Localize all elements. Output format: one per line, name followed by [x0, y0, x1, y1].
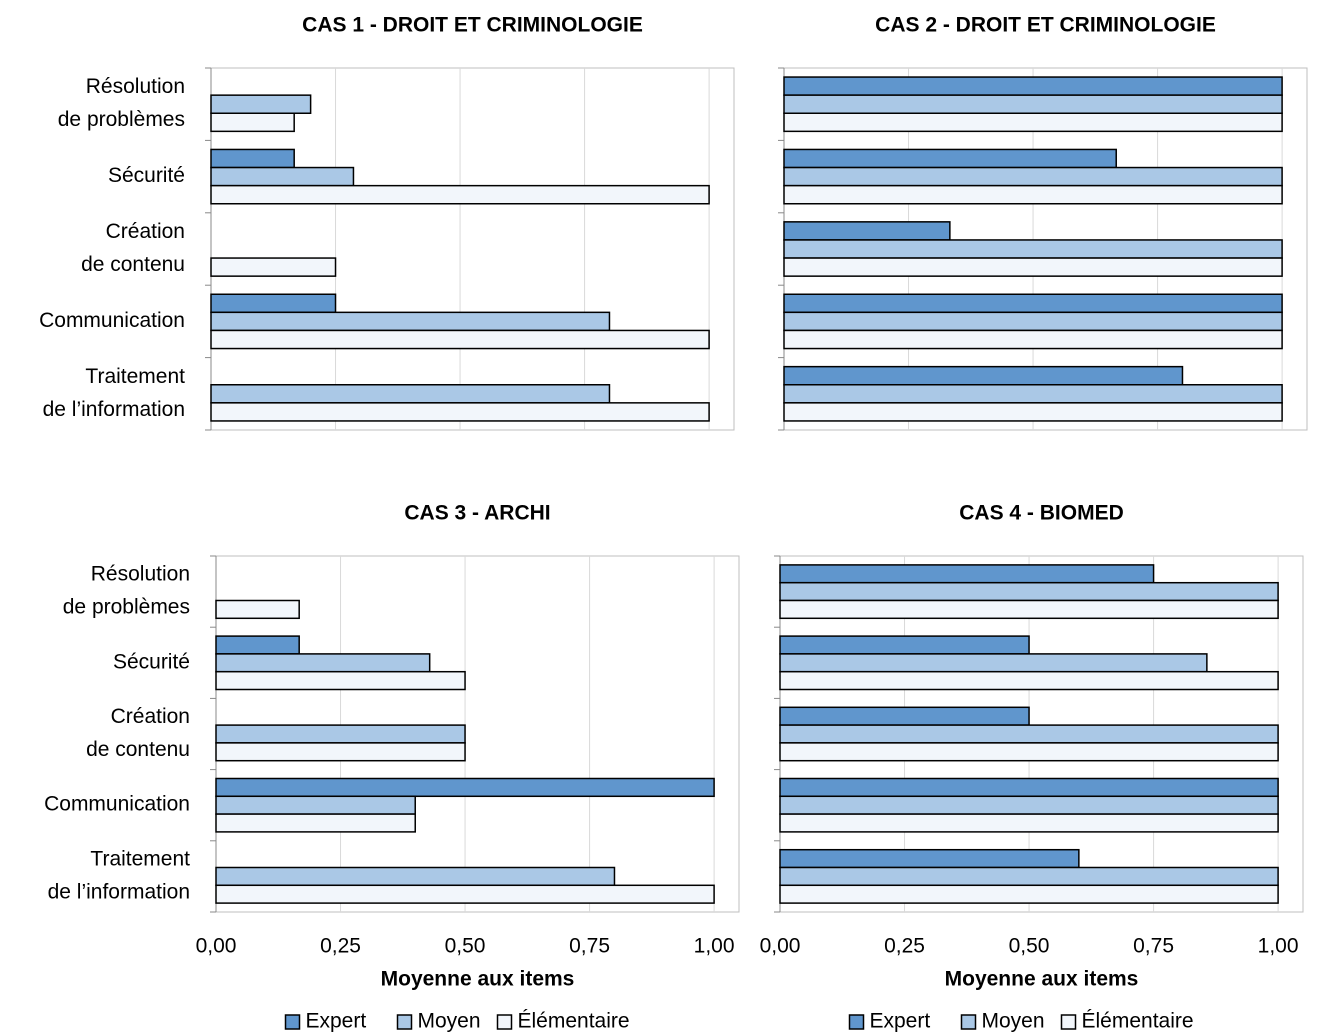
bar — [215, 724, 466, 744]
y-tick-label: Résolution — [91, 563, 190, 586]
y-tick-label: Résolution — [86, 75, 185, 98]
legend-swatch — [284, 1014, 301, 1030]
bar — [779, 777, 1279, 798]
legend-swatch — [848, 1014, 865, 1030]
x-tick-label: 1,00 — [1258, 935, 1299, 958]
bar — [783, 293, 1283, 314]
chart-title: CAS 3 - ARCHI — [404, 502, 550, 525]
x-tick-label: 0,25 — [884, 935, 925, 958]
y-tick-label: de l’information — [48, 880, 190, 903]
x-tick-label: 0,50 — [445, 935, 486, 958]
bar — [210, 402, 710, 422]
y-tick-label: Sécurité — [108, 164, 185, 187]
x-tick-label: 0,25 — [320, 935, 361, 958]
bar — [210, 384, 611, 404]
legend-label: Moyen — [982, 1010, 1045, 1033]
bar — [210, 166, 355, 187]
bar — [210, 112, 295, 133]
bar — [783, 402, 1283, 422]
bar — [783, 184, 1283, 205]
x-tick-label: 0,75 — [569, 935, 610, 958]
bar — [215, 777, 715, 798]
bar — [210, 311, 611, 332]
legend-label: Élémentaire — [518, 1010, 630, 1033]
bar — [779, 599, 1279, 620]
bar — [215, 795, 416, 815]
bar — [210, 148, 295, 169]
bar — [779, 670, 1279, 691]
bar — [783, 166, 1283, 187]
bar — [779, 848, 1080, 869]
bar — [779, 581, 1279, 602]
bar — [779, 795, 1279, 815]
x-tick-label: 1,00 — [694, 935, 735, 958]
bar — [215, 653, 431, 673]
legend-label: Moyen — [418, 1010, 481, 1033]
y-tick-label: de contenu — [86, 738, 190, 761]
y-tick-label: de problèmes — [58, 108, 185, 131]
y-tick-label: Création — [111, 705, 190, 728]
chart-title: CAS 4 - BIOMED — [959, 502, 1124, 525]
bar — [783, 112, 1283, 133]
bar — [783, 148, 1117, 169]
y-tick-label: Traitement — [90, 847, 190, 870]
bar — [210, 184, 710, 205]
y-tick-label: Sécurité — [113, 650, 190, 673]
x-tick-label: 0,00 — [760, 935, 801, 958]
chart-title: CAS 1 - DROIT ET CRIMINOLOGIE — [302, 14, 643, 37]
bar — [783, 257, 1283, 277]
bar — [783, 365, 1184, 386]
y-tick-label: Communication — [39, 309, 185, 332]
legend-swatch — [960, 1014, 977, 1030]
legend-label: Expert — [306, 1010, 367, 1033]
y-tick-label: de problèmes — [63, 596, 190, 619]
bar — [779, 706, 1030, 726]
bar — [779, 564, 1155, 584]
bar — [215, 670, 466, 691]
bar — [779, 742, 1279, 762]
y-tick-label: de l’information — [43, 398, 185, 421]
bar — [215, 813, 416, 833]
bar — [210, 257, 337, 277]
y-tick-label: Traitement — [85, 365, 185, 388]
bar — [783, 329, 1283, 350]
bar — [783, 239, 1283, 259]
y-tick-label: Création — [106, 220, 185, 243]
x-axis-title: Moyenne aux items — [945, 968, 1139, 991]
bar — [779, 884, 1279, 904]
bar — [210, 329, 710, 350]
x-tick-label: 0,75 — [1133, 935, 1174, 958]
bar — [779, 653, 1208, 673]
y-tick-label: Communication — [44, 793, 190, 816]
x-tick-label: 0,50 — [1009, 935, 1050, 958]
x-tick-label: 0,00 — [196, 935, 237, 958]
bar — [210, 94, 312, 115]
bar — [783, 221, 951, 241]
legend-swatch — [496, 1014, 513, 1030]
bar — [779, 813, 1279, 833]
bar — [783, 76, 1283, 96]
bar — [210, 293, 337, 314]
bar — [779, 635, 1030, 655]
bar — [215, 866, 616, 887]
y-tick-label: de contenu — [81, 253, 185, 276]
bar — [783, 311, 1283, 332]
bar — [215, 742, 466, 762]
x-axis-title: Moyenne aux items — [381, 968, 575, 991]
bar — [783, 384, 1283, 404]
bar — [779, 724, 1279, 744]
bar — [215, 884, 715, 904]
legend-label: Élémentaire — [1082, 1010, 1194, 1033]
bar — [783, 94, 1283, 115]
bar — [779, 866, 1279, 887]
chart-title: CAS 2 - DROIT ET CRIMINOLOGIE — [875, 14, 1216, 37]
bar — [215, 635, 300, 655]
legend-label: Expert — [870, 1010, 931, 1033]
bar — [215, 599, 300, 620]
legend-swatch — [396, 1014, 413, 1030]
legend-swatch — [1060, 1014, 1077, 1030]
